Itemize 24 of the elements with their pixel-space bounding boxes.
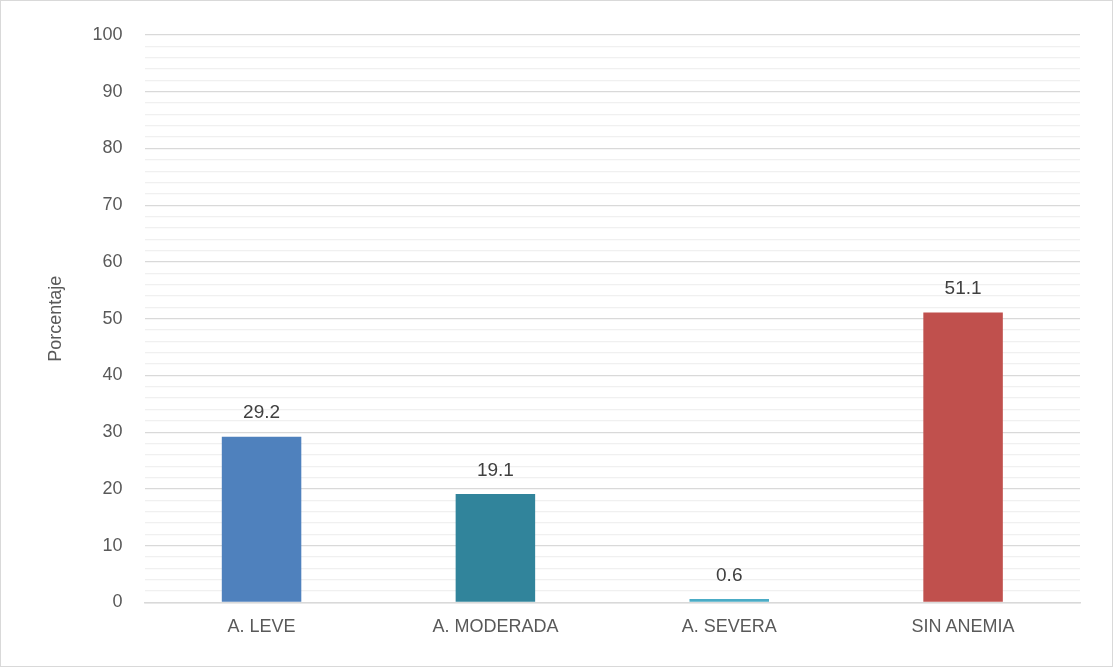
y-tick-label: 80	[102, 137, 123, 158]
data-label: 29.2	[243, 401, 281, 423]
y-tick-label: 0	[112, 591, 123, 612]
bar	[455, 494, 536, 602]
x-tick-label: A. SEVERA	[681, 616, 777, 637]
bar	[689, 599, 769, 602]
y-tick-label: 60	[102, 250, 123, 271]
x-tick-label: A. MODERADA	[432, 616, 559, 637]
bar	[221, 436, 302, 602]
x-tick-label: SIN ANEMIA	[911, 616, 1015, 637]
data-label: 51.1	[944, 277, 982, 299]
y-axis-title: Porcentaje	[44, 275, 65, 362]
data-label: 19.1	[476, 458, 514, 480]
y-tick-label: 10	[102, 534, 123, 555]
data-label: 0.6	[716, 563, 743, 585]
y-tick-label: 90	[102, 80, 123, 101]
bar	[923, 312, 1003, 602]
y-tick-label: 50	[102, 307, 123, 328]
y-tick-label: 70	[102, 194, 123, 215]
y-tick-label: 30	[102, 421, 123, 442]
y-tick-label: 100	[92, 23, 123, 44]
x-tick-label: A. LEVE	[227, 616, 296, 637]
y-tick-label: 20	[102, 477, 123, 498]
y-tick-label: 40	[102, 364, 123, 385]
